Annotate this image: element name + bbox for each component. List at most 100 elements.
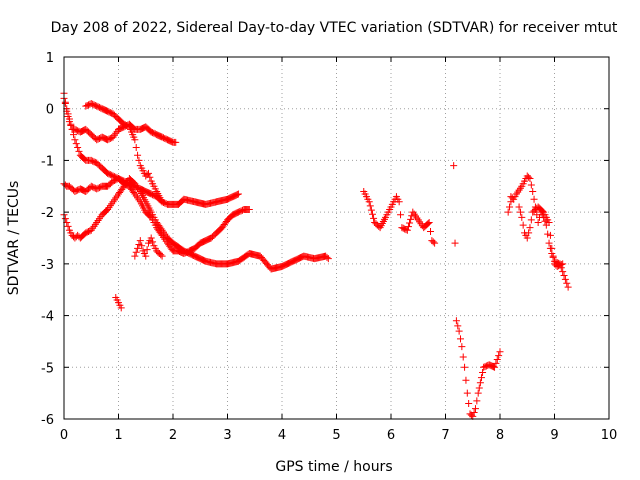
data-point bbox=[496, 348, 504, 356]
data-point bbox=[527, 216, 535, 224]
data-point bbox=[406, 219, 414, 227]
series-track-g bbox=[112, 293, 125, 312]
x-tick-label: 5 bbox=[332, 428, 340, 443]
data-point bbox=[516, 208, 524, 216]
data-point bbox=[559, 268, 567, 276]
data-point bbox=[134, 151, 142, 159]
x-axis-label: GPS time / hours bbox=[275, 459, 392, 475]
data-point bbox=[506, 203, 514, 211]
data-point bbox=[72, 140, 80, 148]
y-tick-label: 1 bbox=[46, 51, 54, 66]
data-points bbox=[60, 89, 572, 420]
data-point bbox=[471, 405, 479, 413]
data-point bbox=[495, 352, 503, 360]
data-point bbox=[429, 238, 437, 246]
x-tick-label: 10 bbox=[601, 428, 618, 443]
chart-title: Day 208 of 2022, Sidereal Day-to-day VTE… bbox=[51, 20, 618, 36]
data-point bbox=[245, 206, 253, 214]
data-point bbox=[465, 399, 473, 407]
data-point bbox=[515, 203, 523, 211]
data-point bbox=[407, 215, 415, 223]
grid-lines bbox=[64, 57, 609, 419]
data-point bbox=[545, 218, 553, 226]
data-point bbox=[563, 279, 571, 287]
series-track-i bbox=[450, 162, 504, 420]
data-point bbox=[149, 238, 157, 246]
data-point bbox=[134, 244, 142, 252]
series-track-e bbox=[82, 100, 166, 206]
data-point bbox=[366, 202, 374, 210]
x-tick-label: 9 bbox=[550, 428, 558, 443]
data-point bbox=[548, 244, 556, 252]
data-point bbox=[70, 131, 78, 139]
data-point bbox=[477, 374, 485, 382]
data-point bbox=[492, 359, 500, 367]
series-track-l bbox=[504, 198, 515, 216]
data-point bbox=[459, 353, 467, 361]
data-point bbox=[424, 220, 432, 228]
data-point bbox=[147, 234, 155, 242]
data-point bbox=[132, 144, 140, 151]
data-point bbox=[370, 214, 378, 222]
series-track-d bbox=[60, 94, 253, 258]
data-point bbox=[526, 224, 534, 232]
data-point bbox=[233, 191, 241, 199]
data-point bbox=[475, 384, 483, 392]
data-point bbox=[172, 138, 180, 146]
data-point bbox=[473, 397, 481, 405]
data-point bbox=[539, 207, 547, 215]
data-point bbox=[65, 115, 73, 123]
x-tick-label: 1 bbox=[114, 428, 122, 443]
y-tick-label: -2 bbox=[41, 206, 54, 221]
data-point bbox=[479, 368, 487, 376]
data-point bbox=[526, 175, 534, 183]
data-point bbox=[450, 162, 458, 170]
y-axis-ticks: 1 0 -1 -2 -3 -4 -5 -6 bbox=[41, 51, 609, 428]
data-point bbox=[131, 136, 139, 144]
series-track-k bbox=[515, 203, 567, 270]
data-point bbox=[504, 208, 512, 216]
data-point bbox=[61, 100, 69, 108]
data-point bbox=[525, 229, 533, 237]
data-point bbox=[527, 181, 535, 189]
data-point bbox=[323, 253, 331, 261]
series-track-h bbox=[360, 187, 439, 247]
y-axis-label: SDTVAR / TECUs bbox=[6, 181, 22, 296]
data-point bbox=[132, 248, 140, 256]
y-tick-label: -6 bbox=[41, 413, 54, 428]
x-axis-ticks: 0 1 2 3 4 5 6 7 8 9 10 bbox=[60, 57, 617, 443]
data-point bbox=[395, 198, 403, 206]
data-point bbox=[131, 252, 139, 260]
data-point bbox=[560, 271, 568, 279]
data-point bbox=[545, 239, 553, 247]
data-point bbox=[75, 147, 83, 155]
data-point bbox=[403, 226, 411, 234]
y-tick-label: 0 bbox=[46, 103, 54, 118]
data-point bbox=[117, 304, 125, 312]
data-point bbox=[61, 215, 69, 223]
x-tick-label: 7 bbox=[441, 428, 449, 443]
data-point bbox=[74, 144, 82, 151]
data-point bbox=[456, 335, 464, 343]
data-point bbox=[397, 211, 405, 219]
data-point bbox=[491, 363, 499, 371]
data-point bbox=[454, 322, 462, 330]
data-point bbox=[324, 255, 332, 263]
data-point bbox=[158, 252, 166, 260]
data-point bbox=[368, 210, 376, 218]
x-tick-label: 3 bbox=[223, 428, 231, 443]
x-tick-label: 0 bbox=[60, 428, 68, 443]
x-tick-label: 2 bbox=[169, 428, 177, 443]
data-point bbox=[564, 283, 572, 291]
data-point bbox=[157, 251, 165, 259]
data-point bbox=[138, 242, 146, 250]
x-tick-label: 4 bbox=[278, 428, 286, 443]
data-point bbox=[474, 389, 482, 397]
data-point bbox=[144, 169, 152, 177]
data-point bbox=[427, 228, 435, 236]
data-point bbox=[143, 246, 151, 254]
x-tick-label: 6 bbox=[387, 428, 395, 443]
data-point bbox=[530, 195, 538, 203]
data-point bbox=[365, 198, 373, 206]
